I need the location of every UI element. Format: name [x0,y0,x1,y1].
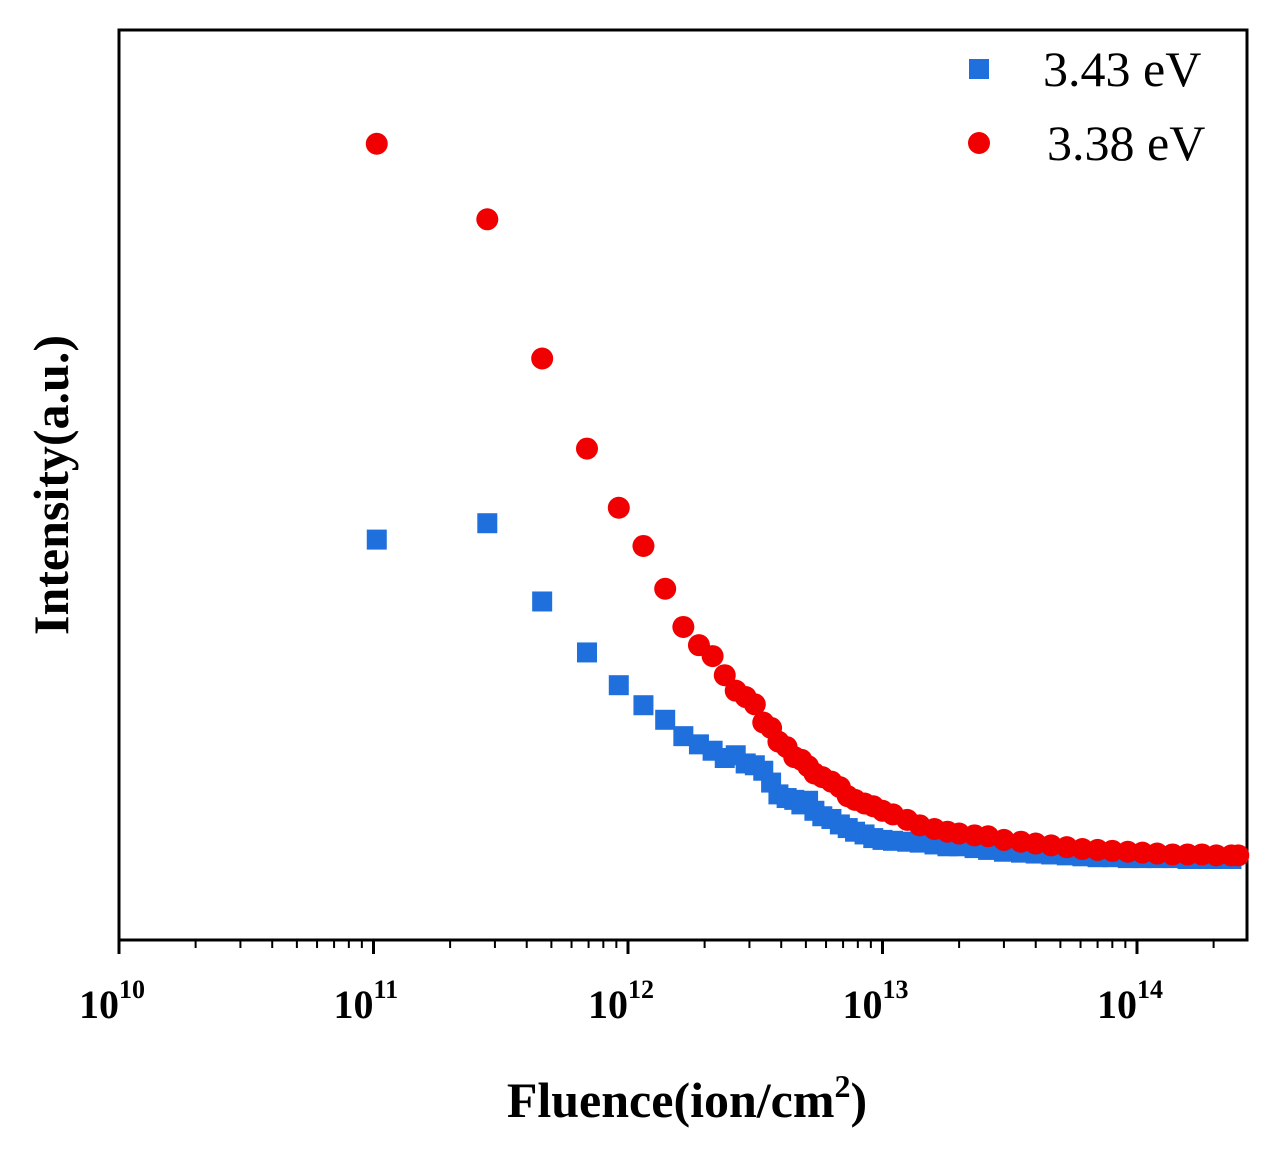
x-tick-label: 1012 [588,975,654,1027]
data-point-circle [531,347,554,370]
legend-marker-3.38ev [968,132,990,154]
legend: 3.43 eV 3.38 eV [968,41,1205,171]
data-point-circle [632,534,655,557]
data-point-square [673,726,694,747]
data-point-circle [701,645,724,668]
legend-label-3.43ev: 3.43 eV [1043,41,1201,97]
data-point-square [477,513,498,534]
series-3.38ev [365,132,1250,867]
x-tick-label-base: 10 [843,982,883,1027]
data-point-circle [575,437,598,460]
x-tick-label-exponent: 11 [374,975,399,1004]
x-tick-label-base: 10 [334,982,374,1027]
data-point-square [576,642,597,663]
data-series [365,132,1250,870]
legend-marker-3.43ev [969,59,989,79]
x-tick-label-base: 10 [588,982,628,1027]
data-point-circle [672,615,695,638]
data-point-square [608,675,629,696]
data-point-circle [992,828,1015,851]
x-tick-label-exponent: 14 [1137,975,1163,1004]
data-point-square [366,529,387,550]
x-tick-label-base: 10 [1097,982,1137,1027]
data-point-circle [713,664,736,687]
legend-label-3.38ev: 3.38 eV [1047,115,1205,171]
x-axis-title-main: Fluence(ion/cm [507,1072,835,1128]
data-point-square [655,709,676,730]
x-tick-label: 1010 [79,975,145,1027]
data-point-circle [743,693,766,716]
data-point-circle [1205,844,1228,867]
plot-frame [117,28,1249,942]
x-axis-tick-labels: 1010 1011 1012 1013 1014 [79,975,1163,1027]
x-tick-label: 1013 [843,975,909,1027]
x-tick-label-base: 10 [79,982,119,1027]
data-point-square [633,695,654,716]
x-tick-label: 1014 [1097,975,1163,1027]
series-3.43ev [366,513,1242,870]
x-axis-ticks [117,940,1215,954]
x-tick-label-exponent: 12 [628,975,654,1004]
y-axis-title: Intensity(a.u.) [23,335,79,635]
x-axis-title-suffix: ) [851,1072,868,1128]
x-tick-label-exponent: 10 [119,975,145,1004]
x-tick-label: 1011 [334,975,399,1027]
x-tick-label-exponent: 13 [883,975,909,1004]
data-point-square [532,591,553,612]
x-axis-title-superscript: 2 [835,1068,851,1104]
data-point-circle [476,208,499,231]
data-point-circle [1227,844,1250,867]
x-axis-title: Fluence(ion/cm2) [507,1068,867,1128]
data-point-circle [365,132,388,155]
data-point-circle [607,496,630,519]
data-point-circle [654,577,677,600]
